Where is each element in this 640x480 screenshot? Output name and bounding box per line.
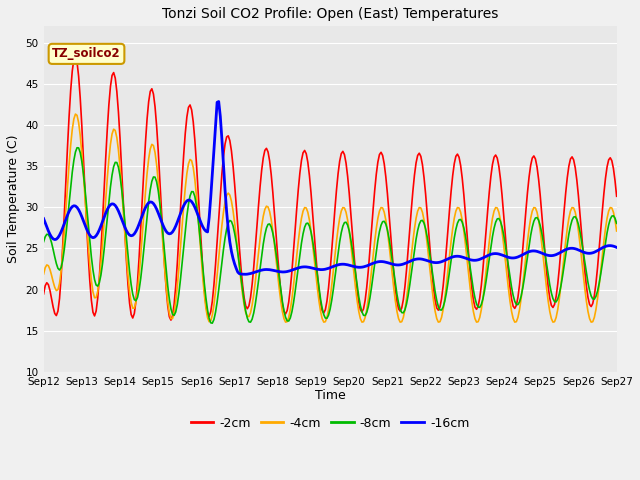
X-axis label: Time: Time	[315, 389, 346, 402]
Y-axis label: Soil Temperature (C): Soil Temperature (C)	[7, 135, 20, 264]
Text: TZ_soilco2: TZ_soilco2	[52, 48, 121, 60]
Legend: -2cm, -4cm, -8cm, -16cm: -2cm, -4cm, -8cm, -16cm	[186, 412, 475, 434]
Title: Tonzi Soil CO2 Profile: Open (East) Temperatures: Tonzi Soil CO2 Profile: Open (East) Temp…	[162, 7, 499, 21]
